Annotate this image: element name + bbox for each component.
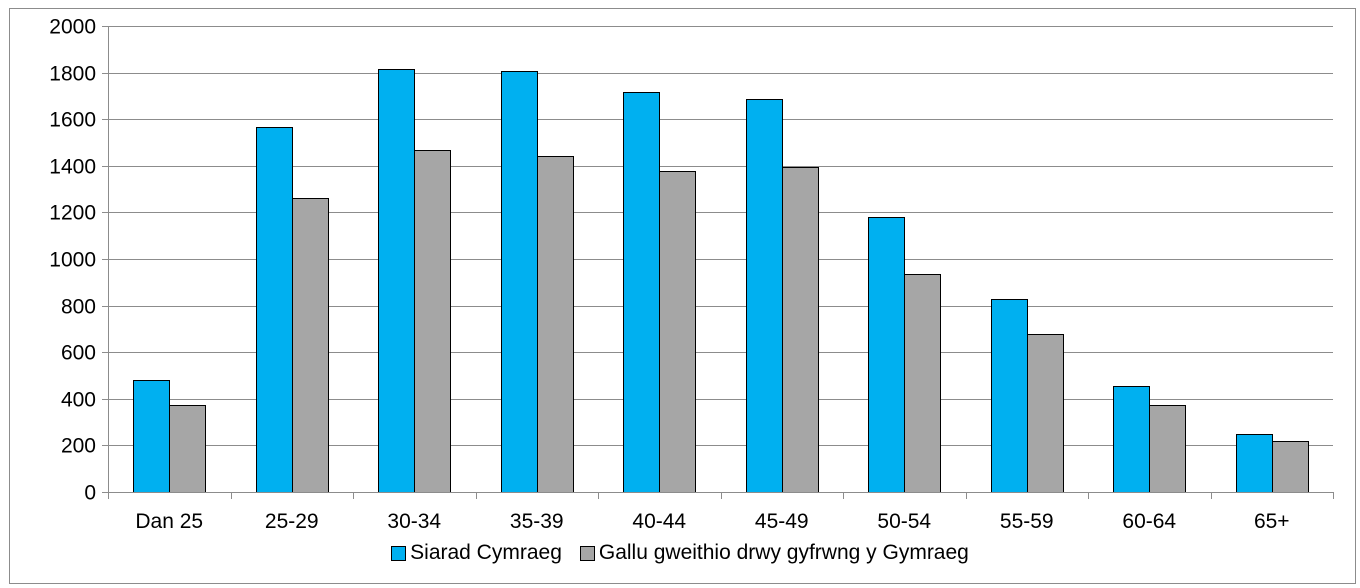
y-tick-label: 1200 <box>49 202 96 225</box>
bar-series-2-6 <box>782 167 819 493</box>
legend-swatch-series-2 <box>579 545 595 561</box>
legend-label-series-1: Siarad Cymraeg <box>410 541 562 564</box>
x-tick-label: 30-34 <box>387 510 441 533</box>
bar-series-2-10 <box>1272 441 1309 493</box>
y-tick-label: 600 <box>61 342 96 365</box>
x-tick-label: Dan 25 <box>135 510 203 533</box>
bar-series-2-2 <box>292 198 329 493</box>
y-tick-label: 200 <box>61 435 96 458</box>
bar-series-2-8 <box>1027 334 1064 493</box>
y-tick-label: 2000 <box>49 16 96 39</box>
y-tick-labels: 0 200 400 600 800 1000 1200 1400 1600 1800 2000 <box>49 16 96 505</box>
legend-label-series-2: Gallu gweithio drwy gyfrwng y Gymraeg <box>598 541 969 564</box>
x-tick-label: 65+ <box>1254 510 1290 533</box>
bar-series-2-7 <box>904 274 941 493</box>
bar-series-1-10 <box>1236 434 1273 493</box>
axes <box>108 26 1334 499</box>
bar-series-1-2 <box>256 127 293 493</box>
bar-series-2-3 <box>414 150 451 493</box>
x-tick-label: 50-54 <box>877 510 931 533</box>
legend-item-series-2: Gallu gweithio drwy gyfrwng y Gymraeg <box>579 541 969 565</box>
x-tick-labels: Dan 25 25-29 30-34 35-39 40-44 45-49 50-54 55-5… <box>135 510 1289 533</box>
bar-series-1-1 <box>133 380 170 493</box>
bar-series-1-5 <box>623 92 660 493</box>
legend: Siarad Cymraeg Gallu gweithio drwy gyfrw… <box>0 541 1360 565</box>
x-tick-label: 25-29 <box>265 510 319 533</box>
x-tick-label: 60-64 <box>1122 510 1176 533</box>
bar-series-1-6 <box>746 99 783 493</box>
bar-series-2-1 <box>169 405 206 493</box>
y-tick-label: 400 <box>61 389 96 412</box>
x-tick-label: 40-44 <box>632 510 686 533</box>
bar-series-1-4 <box>501 71 538 493</box>
bar-series-2-9 <box>1149 405 1186 493</box>
x-tick-label: 45-49 <box>755 510 809 533</box>
bar-series-1-8 <box>991 299 1028 493</box>
y-tick-label: 0 <box>84 482 96 505</box>
y-tick-label: 1000 <box>49 249 96 272</box>
y-tick-label: 1600 <box>49 109 96 132</box>
bar-series-2-4 <box>537 156 574 493</box>
y-tick-label: 1800 <box>49 63 96 86</box>
x-tick-label: 35-39 <box>510 510 564 533</box>
bars <box>133 69 1309 493</box>
y-tick-label: 800 <box>61 296 96 319</box>
bar-series-1-3 <box>378 69 415 493</box>
y-tick-label: 1400 <box>49 156 96 179</box>
legend-item-series-1: Siarad Cymraeg <box>391 541 562 565</box>
x-tick-label: 55-59 <box>1000 510 1054 533</box>
bar-series-1-9 <box>1113 386 1150 493</box>
bar-series-1-7 <box>868 217 905 493</box>
legend-swatch-series-1 <box>391 545 407 561</box>
bar-series-2-5 <box>659 171 696 493</box>
